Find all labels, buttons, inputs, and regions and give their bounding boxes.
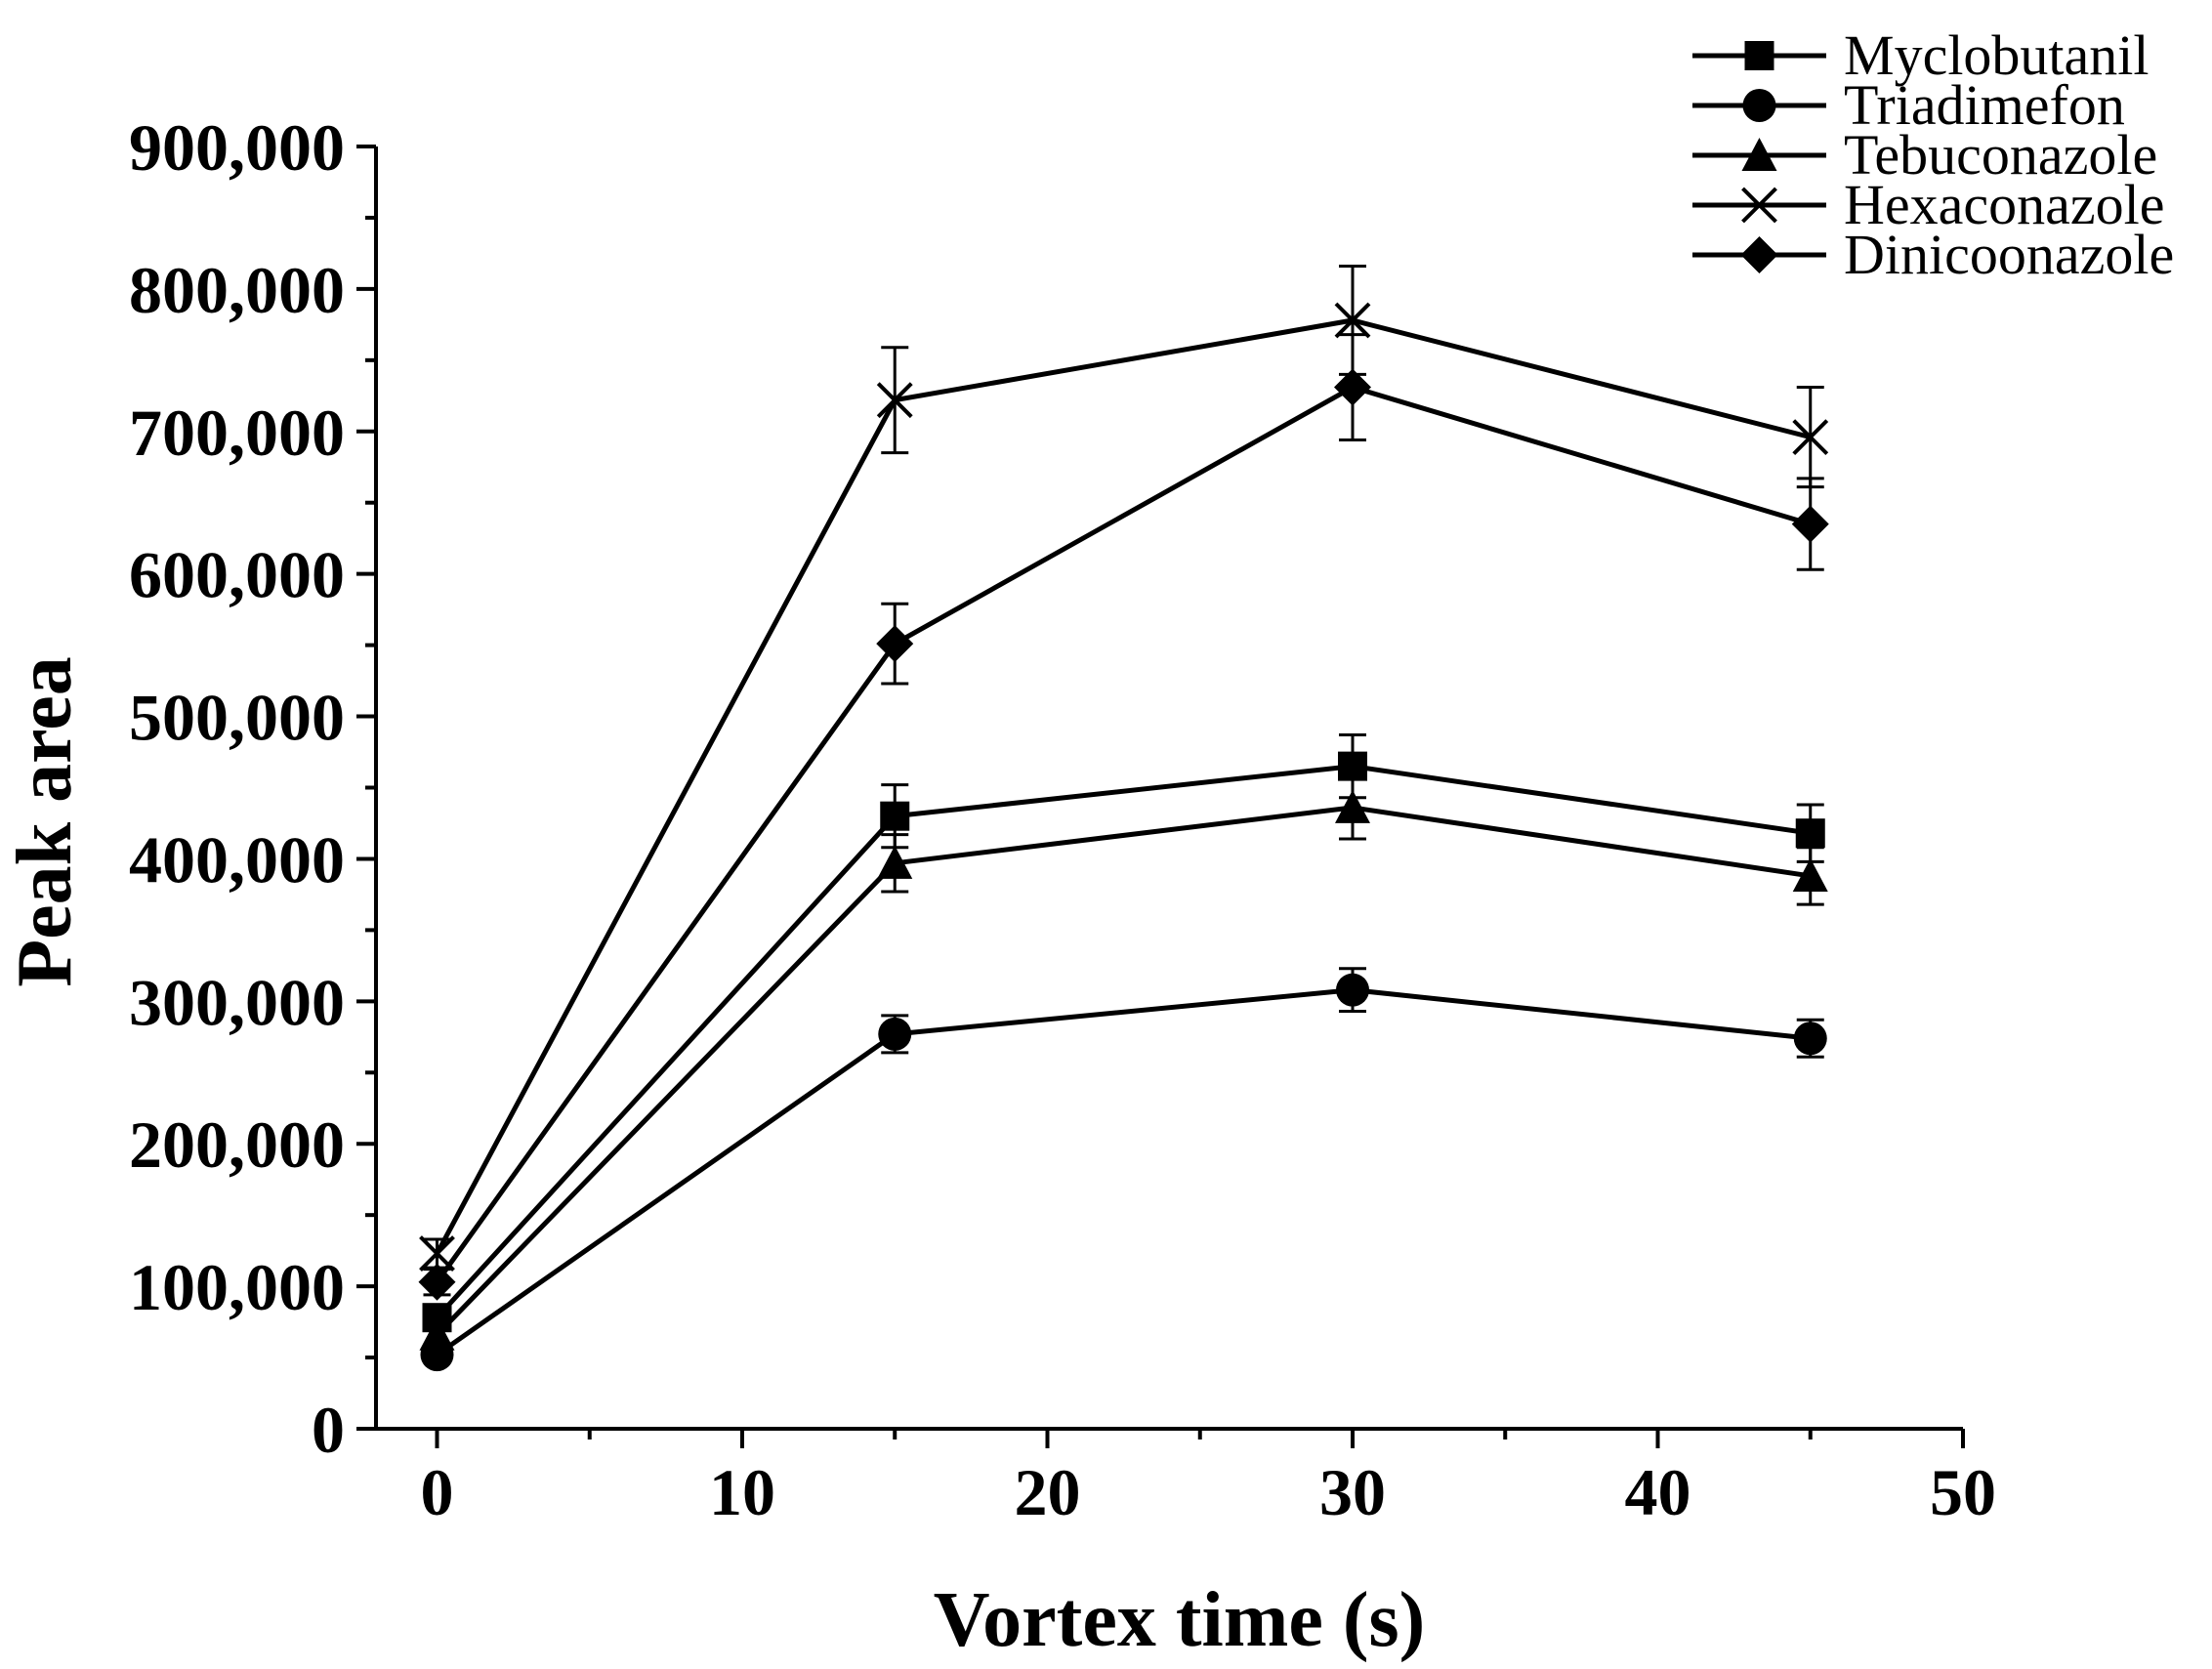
legend-item: Triadimefon [1692, 73, 2125, 137]
legend-item: Myclobutanil [1692, 23, 2149, 87]
x-tick-label: 10 [709, 1455, 775, 1529]
y-tick-label: 900,000 [129, 110, 345, 185]
legend-marker [1742, 89, 1776, 122]
legend-label: Myclobutanil [1844, 23, 2149, 87]
data-point [1792, 857, 1828, 892]
y-tick-label: 600,000 [129, 538, 345, 612]
legend-label: Tebuconazole [1844, 123, 2157, 187]
series-dinicoonazole [418, 333, 1829, 1301]
legend-marker [1741, 187, 1777, 224]
legend-label: Dinicoonazole [1844, 223, 2174, 286]
legend-item: Hexaconazole [1692, 173, 2164, 236]
y-tick-label: 400,000 [129, 822, 345, 897]
series-triadimefon [420, 967, 1827, 1372]
legend-label: Hexaconazole [1844, 173, 2164, 236]
legend-marker [1741, 138, 1777, 171]
data-point [1334, 368, 1371, 406]
legend-marker [1740, 236, 1778, 273]
data-point [880, 801, 910, 831]
data-point [1334, 302, 1371, 339]
legend: MyclobutanilTriadimefonTebuconazoleHexac… [1692, 23, 2174, 286]
series-line [436, 987, 1812, 1357]
data-point [419, 1316, 455, 1351]
y-tick-label: 300,000 [129, 965, 345, 1039]
y-axis-title: Peak area [2, 656, 88, 986]
data-point [1335, 789, 1370, 823]
series-myclobutanil [422, 733, 1825, 1333]
legend-item: Dinicoonazole [1692, 223, 2174, 286]
data-point [418, 1263, 456, 1301]
y-tick-label: 100,000 [129, 1250, 345, 1324]
axes: 0 100,000 200,000 300,000 400,000 500,000 600,… [2, 110, 1996, 1663]
legend-label: Triadimefon [1844, 73, 2125, 137]
legend-marker [1744, 41, 1774, 70]
x-tick-label: 50 [1930, 1455, 1996, 1529]
data-point [1793, 1022, 1827, 1056]
series-line [435, 764, 1812, 1319]
series-line [435, 317, 1812, 1255]
x-tick-label: 20 [1015, 1455, 1081, 1529]
y-tick-label: 800,000 [129, 253, 345, 327]
x-tick-label: 40 [1625, 1455, 1691, 1529]
x-tick-label: 0 [421, 1455, 454, 1529]
data-point [1336, 973, 1369, 1007]
x-tick-label: 30 [1319, 1455, 1386, 1529]
legend-item: Tebuconazole [1692, 123, 2157, 187]
series-line [435, 805, 1812, 1337]
data-point [1795, 818, 1825, 849]
series-line [435, 384, 1812, 1284]
data-point [1791, 505, 1829, 543]
y-tick-label: 0 [312, 1393, 345, 1467]
data-point [876, 382, 913, 419]
series-tebuconazole [419, 774, 1828, 1351]
x-axis-title: Vortex time (s) [934, 1577, 1426, 1663]
y-tick-label: 200,000 [129, 1107, 345, 1182]
y-tick-label: 500,000 [129, 681, 345, 755]
data-point [878, 1017, 912, 1051]
y-tick-label: 700,000 [129, 396, 345, 470]
data-point [1792, 419, 1829, 456]
series-group [418, 265, 1829, 1372]
data-point [876, 625, 914, 663]
data-point [877, 845, 913, 879]
series-hexaconazole [419, 265, 1829, 1272]
